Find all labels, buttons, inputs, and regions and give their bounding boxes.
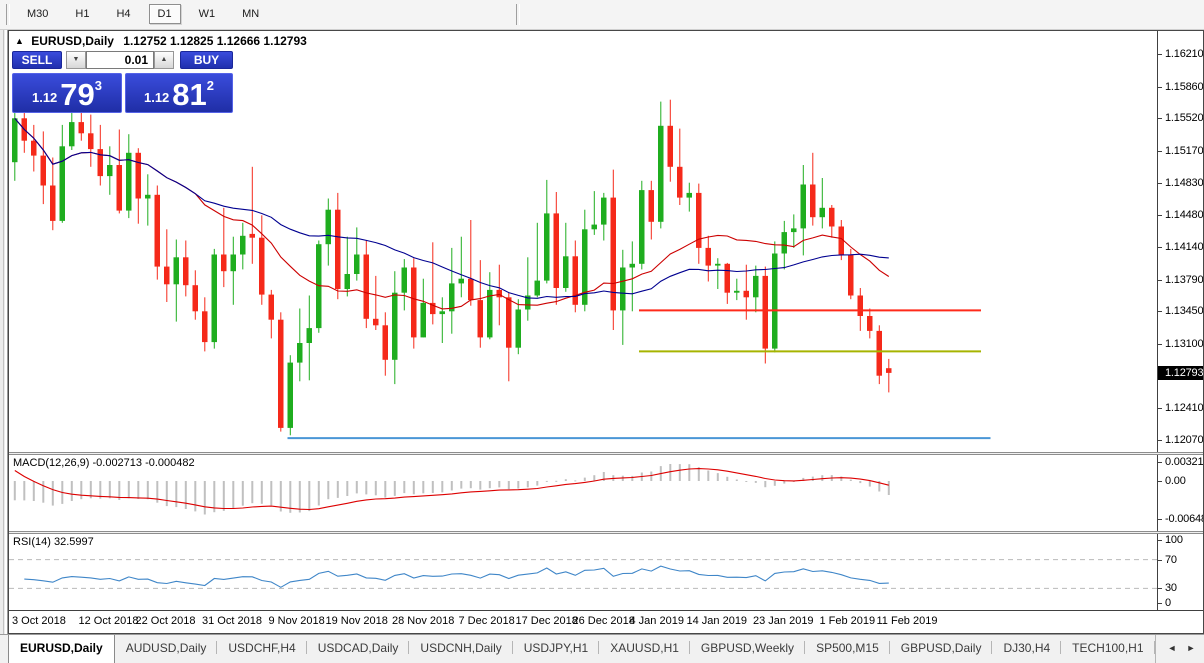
volume-decrease-button[interactable]: ▼ xyxy=(66,51,86,69)
rsi-axis: 100 70 30 0 xyxy=(1157,534,1203,610)
tab-usdcnh-daily[interactable]: USDCNH,Daily xyxy=(409,635,514,663)
sell-price-big: 79 xyxy=(60,77,95,112)
macd-panel[interactable]: MACD(12,26,9) -0.002713 -0.000482 0.0032… xyxy=(9,455,1203,531)
macd-axis-label: 0.00 xyxy=(1158,475,1203,487)
price-axis-label: 1.13790 xyxy=(1158,274,1203,286)
chevron-down-icon: ▼ xyxy=(72,56,80,63)
chart-title: ▲ EURUSD,Daily 1.12752 1.12825 1.12666 1… xyxy=(15,34,307,48)
date-axis-label: 17 Dec 2018 xyxy=(515,615,578,627)
ohlc-values: 1.12752 1.12825 1.12666 1.12793 xyxy=(123,34,307,48)
rsi-axis-label: 0 xyxy=(1158,597,1203,609)
price-axis-label: 1.12410 xyxy=(1158,402,1203,414)
price-axis-label: 1.12070 xyxy=(1158,434,1203,446)
rsi-axis-label: 100 xyxy=(1158,534,1203,546)
timeframe-button-h1[interactable]: H1 xyxy=(75,8,90,20)
current-price-label: 1.12793 xyxy=(1158,365,1203,380)
date-axis-label: 12 Oct 2018 xyxy=(78,615,139,627)
left-gutter xyxy=(0,30,8,663)
tab-tech100-h1[interactable]: TECH100,H1 xyxy=(1061,635,1155,663)
symbol-period-label: EURUSD,Daily xyxy=(31,34,114,48)
sell-price-button[interactable]: 1.12 79 3 xyxy=(12,73,122,113)
chart-window: ▲ EURUSD,Daily 1.12752 1.12825 1.12666 1… xyxy=(8,30,1204,634)
price-axis-label: 1.14140 xyxy=(1158,241,1203,253)
timeframe-buttons: M30 H1 H4 D1 W1 MN xyxy=(18,4,268,24)
toolbar-separator xyxy=(516,4,520,25)
panel-splitter[interactable] xyxy=(9,452,1203,455)
sell-price-pipette: 3 xyxy=(94,78,103,93)
price-axis[interactable]: 1.16210 1.15860 1.15520 1.15170 1.14830 1.144… xyxy=(1157,31,1203,452)
date-axis-label: 22 Oct 2018 xyxy=(135,615,196,627)
price-panel[interactable]: ▲ EURUSD,Daily 1.12752 1.12825 1.12666 1… xyxy=(9,31,1203,452)
macd-axis-label: 0.003216 xyxy=(1158,456,1203,468)
toolbar-separator xyxy=(6,4,10,25)
tab-sp500-m15[interactable]: SP500,M15 xyxy=(805,635,890,663)
chart-tab-bar: EURUSD,Daily AUDUSD,Daily USDCHF,H4 USDCAD,… xyxy=(0,634,1204,663)
tab-usdchf-h4[interactable]: USDCHF,H4 xyxy=(217,635,308,663)
date-axis[interactable]: 3 Oct 2018 12 Oct 2018 22 Oct 2018 31 Oct 2… xyxy=(9,610,1203,632)
macd-axis-label: -0.006485 xyxy=(1158,513,1203,525)
sell-price-prefix: 1.12 xyxy=(31,90,58,105)
price-axis-label: 1.15520 xyxy=(1158,112,1203,124)
rsi-label: RSI(14) 32.5997 xyxy=(13,536,94,548)
date-axis-label: 28 Nov 2018 xyxy=(392,615,455,627)
buy-price-prefix: 1.12 xyxy=(143,90,170,105)
price-axis-label: 1.15170 xyxy=(1158,145,1203,157)
date-axis-label: 19 Nov 2018 xyxy=(325,615,388,627)
tab-usdjpy-h1[interactable]: USDJPY,H1 xyxy=(513,635,600,663)
macd-axis: 0.003216 0.00 -0.006485 xyxy=(1157,455,1203,531)
price-axis-label: 1.13450 xyxy=(1158,305,1203,317)
date-axis-label: 31 Oct 2018 xyxy=(202,615,262,627)
price-axis-label: 1.16210 xyxy=(1158,48,1203,60)
sell-button[interactable]: SELL xyxy=(12,51,62,69)
date-axis-label: 3 Oct 2018 xyxy=(12,615,66,627)
timeframe-button-mn[interactable]: MN xyxy=(242,8,260,20)
collapse-trade-panel-icon[interactable]: ▲ xyxy=(15,36,24,46)
buy-button[interactable]: BUY xyxy=(180,51,233,69)
price-axis-label: 1.15860 xyxy=(1158,81,1203,93)
one-click-trading-panel: SELL ▼ ▲ BUY 1.12 79 3 1.12 81 2 xyxy=(12,51,233,115)
timeframe-button-d1[interactable]: D1 xyxy=(148,4,181,24)
timeframe-toolbar: M30 H1 H4 D1 W1 MN xyxy=(0,0,1204,30)
macd-chart[interactable] xyxy=(9,455,1157,531)
rsi-axis-label: 70 xyxy=(1158,554,1203,566)
timeframe-button-h4[interactable]: H4 xyxy=(116,8,131,20)
buy-price-pipette: 2 xyxy=(206,78,215,93)
tab-audusd-daily[interactable]: AUDUSD,Daily xyxy=(115,635,218,663)
date-axis-label: 1 Feb 2019 xyxy=(819,615,876,627)
timeframe-button-m30[interactable]: M30 xyxy=(27,8,49,20)
date-axis-label: 9 Nov 2018 xyxy=(268,615,325,627)
chevron-up-icon: ▲ xyxy=(160,56,168,63)
tab-gbpusd-daily[interactable]: GBPUSD,Daily xyxy=(890,635,993,663)
chart-tabs: EURUSD,Daily AUDUSD,Daily USDCHF,H4 USDCAD,… xyxy=(0,635,1155,663)
scroll-tabs-right-icon[interactable]: ► xyxy=(1186,643,1196,653)
candlestick-chart[interactable] xyxy=(9,31,1157,452)
tab-xauusd-h1[interactable]: XAUUSD,H1 xyxy=(599,635,690,663)
price-axis-label: 1.14480 xyxy=(1158,209,1203,221)
macd-label: MACD(12,26,9) -0.002713 -0.000482 xyxy=(13,457,195,469)
tab-usdcad-daily[interactable]: USDCAD,Daily xyxy=(307,635,410,663)
date-axis-label: 11 Feb 2019 xyxy=(876,615,938,627)
volume-increase-button[interactable]: ▲ xyxy=(154,51,174,69)
scroll-tabs-left-icon[interactable]: ◄ xyxy=(1167,643,1177,653)
rsi-axis-label: 30 xyxy=(1158,582,1203,594)
date-axis-label: 7 Dec 2018 xyxy=(458,615,515,627)
tab-scroll-buttons: ◄ ► xyxy=(1154,635,1204,663)
rsi-chart[interactable] xyxy=(9,534,1157,610)
panel-splitter[interactable] xyxy=(9,531,1203,534)
tab-dj30-h4[interactable]: DJ30,H4 xyxy=(992,635,1061,663)
tab-gbpusd-weekly[interactable]: GBPUSD,Weekly xyxy=(690,635,806,663)
volume-input[interactable] xyxy=(86,51,154,69)
price-axis-label: 1.13100 xyxy=(1158,338,1203,350)
rsi-panel[interactable]: RSI(14) 32.5997 100 70 30 0 xyxy=(9,534,1203,610)
buy-price-big: 81 xyxy=(172,77,207,112)
date-axis-label: 4 Jan 2019 xyxy=(629,615,684,627)
price-axis-label: 1.14830 xyxy=(1158,177,1203,189)
buy-price-button[interactable]: 1.12 81 2 xyxy=(125,73,233,113)
date-axis-label: 14 Jan 2019 xyxy=(686,615,748,627)
tab-eurusd-daily[interactable]: EURUSD,Daily xyxy=(8,635,115,663)
timeframe-button-w1[interactable]: W1 xyxy=(198,8,216,20)
date-axis-label: 26 Dec 2018 xyxy=(572,615,635,627)
date-axis-label: 23 Jan 2019 xyxy=(753,615,814,627)
